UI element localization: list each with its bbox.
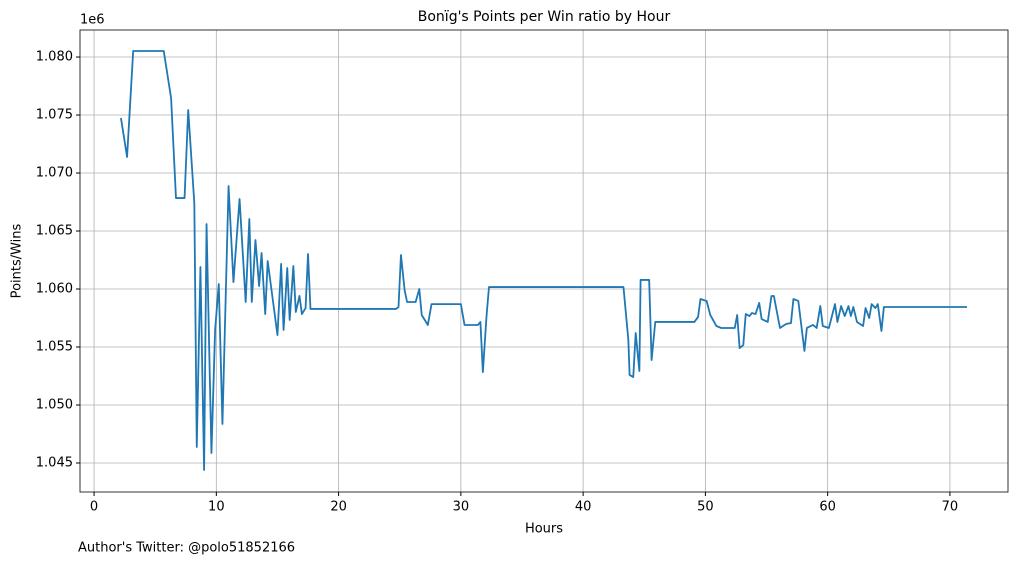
y-tick-label: 1.045: [36, 456, 73, 471]
plot-frame: [79, 29, 1009, 493]
x-tick-label: 40: [575, 500, 592, 515]
y-tick-label: 1.075: [36, 108, 73, 123]
data-line: [120, 50, 968, 471]
y-tick-label: 1.050: [36, 398, 73, 413]
x-tick-label: 50: [697, 500, 714, 515]
x-tick-label: 20: [330, 500, 347, 515]
chart-title: Bonïg's Points per Win ratio by Hour: [418, 9, 671, 25]
y-tick-label: 1.060: [36, 282, 73, 297]
y-axis-label: Points/Wins: [10, 223, 25, 298]
x-tick-label: 10: [208, 500, 225, 515]
y-tick-label: 1.080: [36, 50, 73, 65]
y-offset-label: 1e6: [80, 13, 105, 28]
x-axis-label: Hours: [525, 522, 563, 537]
y-tick-label: 1.055: [36, 340, 73, 355]
y-tick-label: 1.070: [36, 166, 73, 181]
x-tick-label: 30: [453, 500, 470, 515]
x-tick-label: 70: [942, 500, 959, 515]
x-tick-label: 60: [819, 500, 836, 515]
footer: Author's Twitter: @polo51852166: [78, 541, 295, 556]
y-tick-label: 1.065: [36, 224, 73, 239]
x-tick-label: 0: [90, 500, 98, 515]
